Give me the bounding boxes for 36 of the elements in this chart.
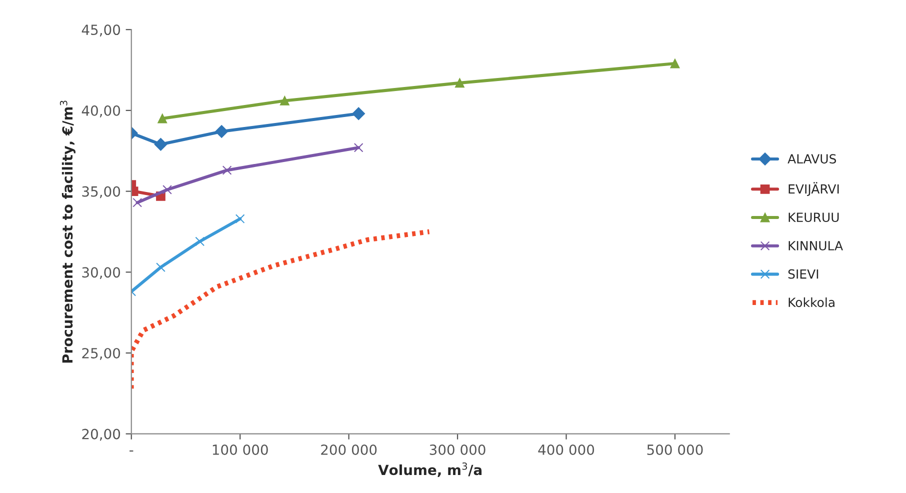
y-tick-label: 45,00 [82, 24, 120, 36]
point [154, 138, 168, 151]
y-tick-label: 20,00 [82, 428, 120, 441]
point [132, 198, 142, 208]
point [235, 214, 245, 224]
point [455, 78, 464, 88]
point [131, 186, 138, 196]
legend-label: KEURUU [788, 212, 839, 222]
point [222, 166, 232, 175]
legend-label: EVIJÄRVI [788, 182, 839, 196]
x-tick-label: - [130, 450, 134, 452]
point [280, 96, 290, 106]
point [162, 184, 172, 194]
y-tick-label: 35,00 [82, 186, 120, 198]
line-series [131, 229, 432, 391]
y-tick-label: 30,00 [82, 267, 120, 280]
legend-label: SIEVI [788, 269, 818, 279]
x-tick-label: 200 000 [321, 444, 377, 456]
x-axis-title: Volume, m$^{3}$/a [378, 462, 482, 477]
legend-label: Kokkola [788, 297, 834, 308]
point [156, 262, 166, 272]
x-tick-label: 400 000 [538, 444, 594, 456]
point [215, 125, 228, 138]
point [158, 114, 168, 124]
x-tick-label: 500 000 [647, 444, 703, 456]
x-tick-label: 300 000 [430, 444, 486, 456]
point [670, 58, 680, 68]
point [354, 142, 364, 152]
legend-label: ALAVUS [788, 154, 836, 164]
point [195, 236, 205, 246]
x-tick-label: 100 000 [212, 444, 268, 456]
y-tick-label: 25,00 [82, 348, 120, 360]
legend-label: KINNULA [788, 241, 843, 250]
y-tick-label: 40,00 [82, 105, 120, 118]
y-axis-title: Procurement cost to facility, €/m$^{3}$ [60, 100, 76, 363]
point [352, 107, 366, 120]
